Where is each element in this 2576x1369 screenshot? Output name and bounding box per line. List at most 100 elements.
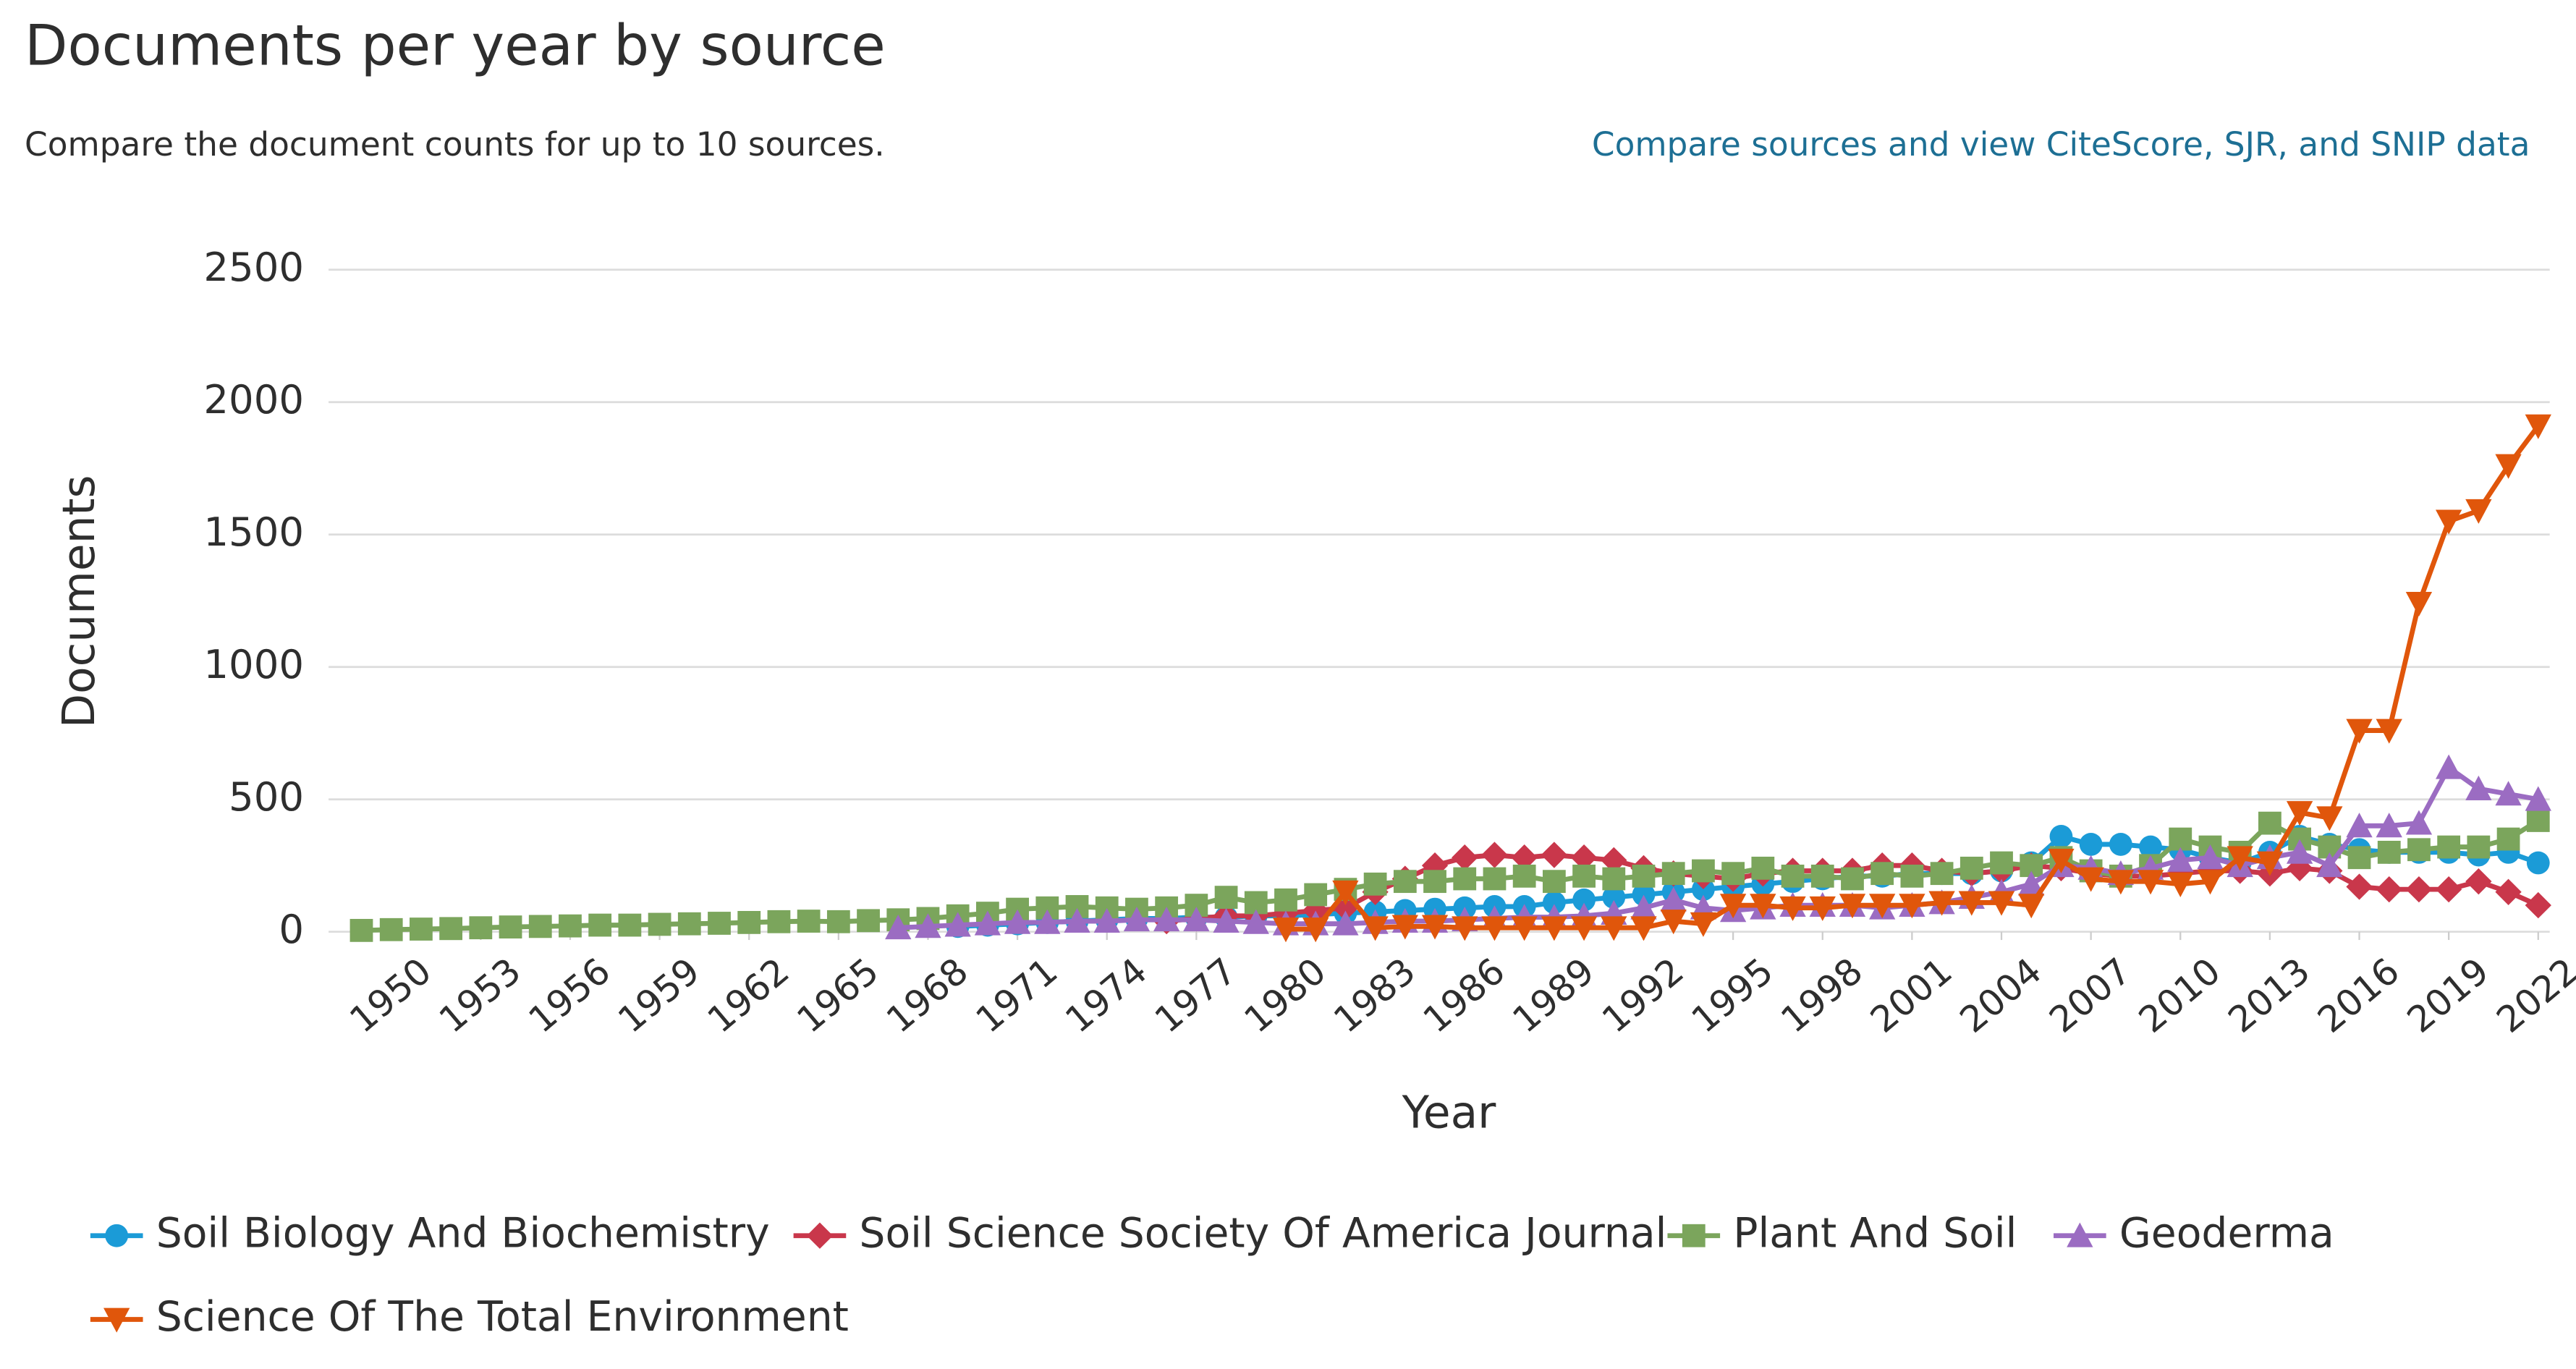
marker xyxy=(2018,894,2045,919)
marker xyxy=(1363,872,1387,896)
marker xyxy=(2437,835,2461,859)
x-tick-label: 1965 xyxy=(789,950,887,1041)
marker xyxy=(2435,754,2462,779)
marker xyxy=(1839,894,1866,919)
marker xyxy=(2077,867,2104,892)
marker xyxy=(2525,414,2551,439)
marker xyxy=(2496,827,2520,851)
marker xyxy=(2079,833,2103,856)
legend-item: Science Of The Total Environment xyxy=(90,1293,849,1341)
marker xyxy=(2197,870,2224,895)
marker xyxy=(1958,891,1985,916)
marker xyxy=(410,917,433,941)
legend-item: Plant And Soil xyxy=(1667,1209,2017,1257)
marker xyxy=(1123,907,1151,932)
y-axis-label: Documents xyxy=(54,475,105,728)
x-tick-label: 1995 xyxy=(1684,950,1781,1041)
marker xyxy=(2346,719,2373,744)
marker xyxy=(349,918,373,942)
marker xyxy=(2346,813,2373,838)
marker xyxy=(806,1222,834,1249)
legend-label: Science Of The Total Environment xyxy=(156,1293,849,1341)
x-tick-label: 2013 xyxy=(2221,950,2318,1041)
compare-link[interactable]: Compare sources and view CiteScore, SJR,… xyxy=(1592,125,2530,164)
marker xyxy=(1004,909,1031,934)
marker xyxy=(677,912,701,936)
marker xyxy=(2137,870,2164,895)
x-tick-label: 2022 xyxy=(2488,950,2576,1041)
x-tick-label: 2001 xyxy=(1863,950,1960,1041)
marker xyxy=(618,913,642,937)
marker xyxy=(797,910,821,933)
marker xyxy=(1900,864,1924,888)
marker xyxy=(2286,839,2313,864)
marker xyxy=(1719,894,1747,919)
marker xyxy=(1093,907,1120,933)
marker xyxy=(1899,894,1925,919)
marker xyxy=(2167,847,2194,872)
marker xyxy=(1512,864,1536,888)
marker xyxy=(2376,719,2402,744)
marker xyxy=(2316,806,2343,831)
y-tick-label: 1500 xyxy=(203,509,304,555)
marker xyxy=(1809,896,1836,921)
y-tick-label: 1000 xyxy=(203,641,304,687)
marker xyxy=(1690,912,1717,937)
marker xyxy=(528,915,552,938)
marker xyxy=(885,915,912,940)
marker xyxy=(2465,775,2492,800)
y-tick-label: 2000 xyxy=(203,376,304,423)
marker xyxy=(1660,910,1687,935)
marker xyxy=(1542,891,1566,915)
marker xyxy=(1630,916,1657,941)
marker xyxy=(2049,825,2073,848)
marker xyxy=(2256,851,2284,876)
x-tick-label: 1974 xyxy=(1057,950,1155,1041)
marker xyxy=(1332,880,1359,905)
marker xyxy=(1632,883,1656,907)
marker xyxy=(2465,868,2492,895)
marker xyxy=(105,1224,129,1247)
marker xyxy=(1661,862,1685,886)
marker xyxy=(2435,876,2462,903)
marker xyxy=(1483,867,1507,891)
marker xyxy=(2169,827,2192,851)
x-tick-label: 2019 xyxy=(2399,950,2497,1041)
x-axis-label: Year xyxy=(1402,1088,1497,1139)
marker xyxy=(1990,851,2013,875)
marker xyxy=(2048,848,2075,874)
marker xyxy=(2495,454,2522,479)
marker xyxy=(2376,813,2402,838)
marker xyxy=(1572,864,1596,888)
x-tick-label: 1989 xyxy=(1505,950,1603,1041)
marker xyxy=(499,915,522,939)
x-tick-label: 1998 xyxy=(1773,950,1870,1041)
marker xyxy=(1721,862,1745,886)
legend-item: Soil Biology And Biochemistry xyxy=(90,1209,770,1257)
marker xyxy=(1572,888,1596,912)
marker xyxy=(2139,835,2162,859)
marker xyxy=(1632,864,1656,888)
marker xyxy=(2107,870,2135,895)
marker xyxy=(708,912,731,935)
x-tick-label: 1986 xyxy=(1415,950,1513,1041)
x-tick-label: 1983 xyxy=(1326,950,1423,1041)
marker xyxy=(1511,916,1538,941)
legend-label: Plant And Soil xyxy=(1733,1209,2017,1257)
marker xyxy=(1213,907,1240,933)
legend-label: Soil Science Society Of America Journal xyxy=(859,1209,1666,1257)
marker xyxy=(2347,846,2371,870)
marker xyxy=(1064,907,1090,933)
marker xyxy=(1304,883,1328,907)
marker xyxy=(1869,894,1896,919)
marker xyxy=(1541,842,1568,868)
subtitle: Compare the document counts for up to 10… xyxy=(25,125,885,164)
marker xyxy=(2495,878,2522,905)
marker xyxy=(1362,916,1389,941)
marker xyxy=(1602,867,1626,891)
marker xyxy=(2167,872,2194,897)
marker xyxy=(1481,842,1508,868)
marker xyxy=(2376,876,2402,903)
marker xyxy=(1452,916,1478,941)
